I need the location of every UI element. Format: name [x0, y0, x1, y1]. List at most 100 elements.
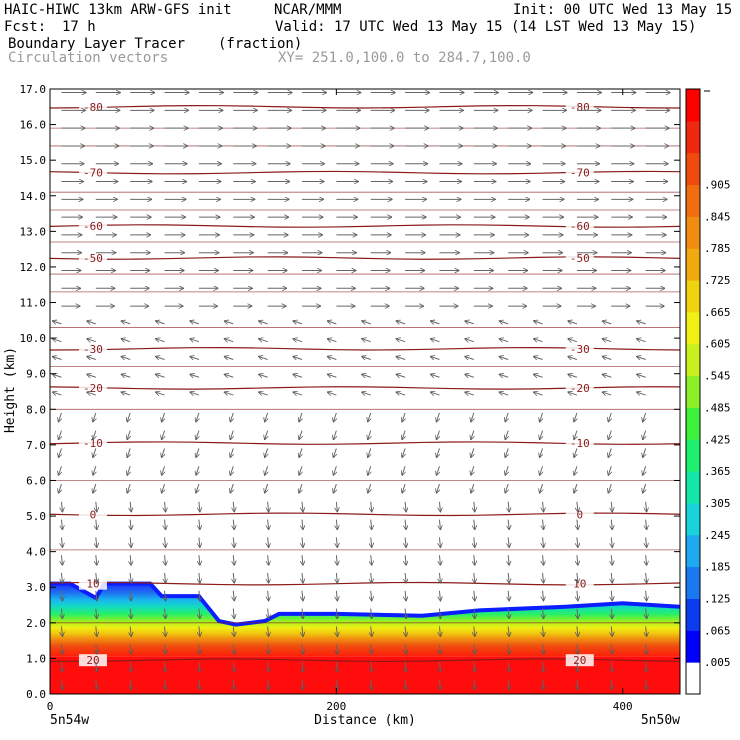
wind-vector [199, 661, 200, 672]
wind-vector [162, 483, 165, 493]
wind-vector [121, 392, 131, 395]
wind-vector [93, 466, 96, 475]
contour-label: -60 [570, 220, 590, 233]
wind-vector [577, 537, 578, 547]
wind-vector [646, 679, 647, 690]
wind-vector [130, 555, 131, 565]
wind-vector [643, 448, 646, 457]
wind-vector [543, 590, 544, 601]
wind-vector [293, 356, 303, 359]
wind-vector [302, 644, 303, 654]
wind-vector [61, 644, 62, 654]
colorbar-label: .305 [704, 497, 731, 510]
contour-label: -50 [570, 252, 590, 265]
wind-vector [327, 374, 337, 377]
wind-vector [637, 356, 646, 359]
y-tick-label: 14.0 [20, 190, 47, 203]
wind-vector [371, 679, 372, 690]
wind-vector [302, 519, 303, 530]
wind-vector [196, 448, 199, 457]
wind-vector [130, 501, 131, 512]
colorbar-swatch [686, 216, 700, 249]
wind-vector [190, 356, 200, 359]
y-tick-label: 3.0 [26, 581, 46, 594]
wind-vector [96, 590, 97, 601]
wind-vector [402, 466, 405, 475]
wind-vector [302, 679, 303, 690]
field-name: Boundary Layer Tracer [8, 36, 186, 52]
wind-vector [233, 501, 234, 512]
x-tick-label: 200 [326, 700, 346, 713]
wind-vector [265, 412, 268, 422]
wind-vector [52, 374, 62, 377]
wind-vector [93, 483, 96, 493]
contour-label: -60 [83, 220, 103, 233]
wind-vector [368, 412, 371, 422]
wind-vector [436, 483, 439, 493]
wind-vector [508, 590, 509, 601]
wind-vector [402, 412, 405, 422]
contour-label-bg [565, 100, 594, 113]
contour-label: -20 [83, 382, 103, 395]
colorbar-swatch [686, 534, 700, 568]
wind-vector [199, 519, 200, 530]
wind-vector [602, 321, 612, 324]
wind-vector [371, 644, 372, 654]
wind-vector [196, 466, 199, 475]
wind-vector [156, 339, 165, 342]
wind-vector [268, 626, 269, 636]
wind-vector [405, 679, 406, 690]
wind-vector [127, 448, 130, 457]
wind-vector [265, 448, 268, 457]
colorbar-label: .065 [704, 624, 731, 637]
wind-vector [336, 537, 337, 547]
wind-vector [299, 448, 302, 457]
wind-vector [405, 519, 406, 530]
wind-vector [265, 483, 268, 493]
contour-label-bg [78, 100, 107, 113]
wind-vector [646, 519, 647, 530]
wind-vector [230, 466, 233, 475]
wind-vector [499, 392, 509, 395]
wind-vector [362, 339, 371, 342]
colorbar-swatch [686, 598, 700, 631]
wind-vector [199, 555, 200, 565]
wind-vector [327, 356, 337, 359]
wind-vector [439, 590, 440, 601]
colorbar-swatch [686, 662, 700, 695]
wind-vector [165, 608, 166, 619]
contour-label: 0 [90, 508, 97, 521]
colorbar-swatch [686, 343, 700, 377]
wind-vector [371, 590, 372, 601]
wind-vector [259, 392, 268, 395]
wind-vector [439, 644, 440, 654]
wind-vector [534, 374, 543, 377]
wind-vector [543, 501, 544, 512]
wind-vector [540, 448, 543, 457]
wind-vector [93, 448, 96, 457]
contour-label-bg [78, 220, 107, 233]
valid-time: Valid: 17 UTC Wed 13 May 15 (14 LST Wed … [275, 19, 697, 35]
y-tick-label: 12.0 [20, 261, 47, 274]
wind-vector [568, 392, 578, 395]
wind-vector [196, 483, 199, 493]
y-axis-label: Height (km) [3, 347, 18, 433]
wind-vector [233, 572, 234, 583]
wind-vector [508, 661, 509, 672]
wind-vector [543, 608, 544, 619]
wind-vector [336, 572, 337, 583]
wind-vector [336, 608, 337, 619]
wind-vector [130, 661, 131, 672]
wind-vector [224, 321, 234, 324]
wind-vector [199, 608, 200, 619]
wind-vector [224, 339, 234, 342]
wind-vector [508, 644, 509, 654]
plot-frame [49, 88, 681, 695]
wind-vector [611, 644, 612, 654]
contour-label-bg [78, 166, 107, 179]
wind-vector [474, 555, 475, 565]
wind-vector [474, 661, 475, 672]
wind-vector [646, 661, 647, 672]
wind-vector [61, 555, 62, 565]
contour-label-bg [78, 437, 107, 450]
